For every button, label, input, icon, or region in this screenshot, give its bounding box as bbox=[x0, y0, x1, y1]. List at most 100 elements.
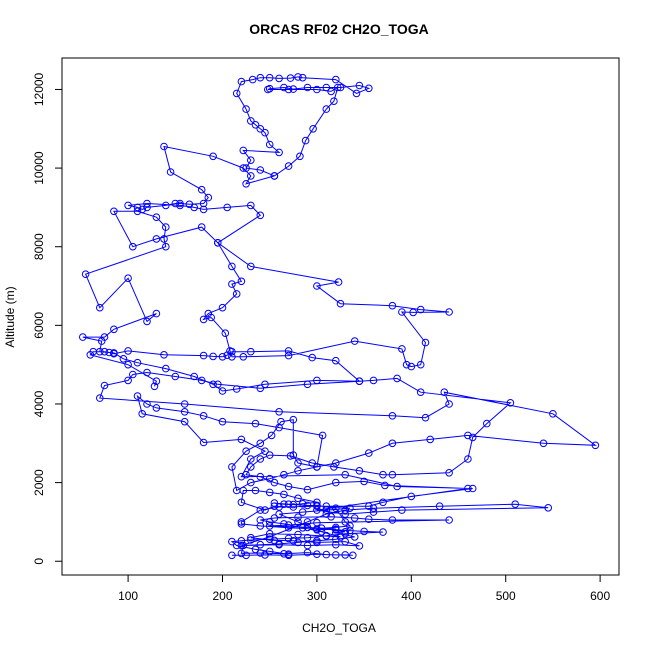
data-point bbox=[284, 524, 293, 532]
data-point bbox=[199, 315, 208, 324]
data-point bbox=[190, 372, 198, 381]
data-point bbox=[256, 211, 265, 220]
data-point bbox=[110, 325, 118, 334]
data-point bbox=[289, 537, 298, 545]
data-point bbox=[303, 83, 312, 92]
data-point bbox=[468, 433, 477, 442]
data-point bbox=[416, 305, 425, 314]
data-point bbox=[341, 551, 350, 559]
data-point bbox=[261, 128, 269, 137]
data-point bbox=[265, 518, 274, 526]
data-point bbox=[313, 463, 321, 471]
data-point bbox=[426, 435, 435, 444]
data-point bbox=[129, 242, 137, 251]
data-point bbox=[176, 201, 184, 210]
chart-title: ORCAS RF02 CH2O_TOGA bbox=[249, 21, 428, 37]
data-point bbox=[313, 376, 321, 385]
data-point bbox=[166, 168, 175, 176]
data-point bbox=[247, 117, 255, 125]
data-point bbox=[275, 74, 283, 83]
data-point bbox=[360, 527, 368, 536]
data-point bbox=[96, 303, 104, 312]
data-point bbox=[275, 540, 283, 548]
data-point bbox=[330, 97, 338, 105]
x-axis-label: CH2O_TOGA bbox=[302, 621, 376, 635]
data-point bbox=[209, 152, 217, 161]
data-point bbox=[421, 338, 430, 347]
data-point bbox=[270, 499, 279, 507]
data-point bbox=[284, 534, 293, 543]
data-point bbox=[180, 400, 189, 408]
data-point bbox=[275, 148, 283, 157]
data-point bbox=[284, 521, 293, 529]
x-tick-label: 200 bbox=[212, 589, 232, 603]
data-point bbox=[185, 200, 194, 209]
data-point bbox=[237, 541, 246, 550]
data-point bbox=[511, 500, 520, 509]
series-line bbox=[99, 371, 597, 556]
data-point bbox=[265, 529, 274, 538]
data-point bbox=[275, 408, 283, 416]
data-point bbox=[294, 530, 302, 539]
data-point bbox=[301, 136, 310, 145]
data-point bbox=[180, 408, 189, 416]
data-point bbox=[365, 84, 373, 93]
data-point bbox=[284, 85, 293, 94]
data-point bbox=[303, 485, 312, 494]
data-point bbox=[152, 377, 161, 386]
data-point bbox=[237, 277, 246, 286]
data-point bbox=[265, 451, 274, 459]
y-tick-label: 0 bbox=[32, 558, 46, 565]
data-point bbox=[162, 223, 170, 231]
data-point bbox=[332, 535, 340, 544]
x-tick-label: 100 bbox=[118, 589, 138, 603]
data-point bbox=[309, 125, 317, 133]
data-point bbox=[124, 347, 132, 355]
data-point bbox=[270, 502, 279, 511]
data-point bbox=[388, 439, 397, 448]
data-point bbox=[421, 413, 430, 422]
data-point bbox=[303, 523, 312, 532]
x-tick-label: 400 bbox=[401, 589, 421, 603]
data-point bbox=[209, 380, 217, 389]
data-point bbox=[369, 376, 378, 385]
data-point bbox=[322, 83, 331, 92]
data-point bbox=[256, 516, 265, 524]
data-point bbox=[221, 329, 230, 338]
data-point bbox=[129, 370, 137, 379]
data-point bbox=[251, 545, 260, 554]
data-point bbox=[332, 356, 340, 365]
data-point bbox=[100, 381, 109, 390]
data-point bbox=[388, 301, 397, 310]
data-point bbox=[79, 333, 87, 341]
data-point bbox=[265, 522, 274, 530]
data-point bbox=[393, 482, 401, 491]
data-point bbox=[100, 347, 109, 356]
data-point bbox=[237, 518, 246, 526]
data-point bbox=[152, 404, 161, 412]
data-point bbox=[237, 435, 246, 444]
data-point bbox=[407, 492, 416, 501]
data-point bbox=[270, 478, 279, 487]
data-point bbox=[251, 121, 260, 129]
data-point bbox=[333, 83, 342, 92]
data-point bbox=[228, 280, 236, 288]
data-point bbox=[350, 533, 359, 541]
data-point bbox=[352, 89, 361, 98]
data-point bbox=[303, 533, 312, 542]
data-point bbox=[341, 510, 350, 518]
data-point bbox=[284, 482, 293, 491]
data-point bbox=[232, 385, 241, 393]
data-point bbox=[341, 470, 350, 479]
data-point bbox=[265, 533, 274, 541]
data-point bbox=[464, 484, 472, 493]
data-point bbox=[332, 459, 340, 467]
data-point bbox=[199, 205, 208, 214]
data-point bbox=[218, 353, 227, 361]
data-point bbox=[341, 528, 350, 536]
data-point bbox=[256, 73, 265, 82]
data-point bbox=[143, 203, 151, 212]
y-tick-label: 6000 bbox=[32, 312, 46, 339]
data-point bbox=[218, 417, 227, 426]
